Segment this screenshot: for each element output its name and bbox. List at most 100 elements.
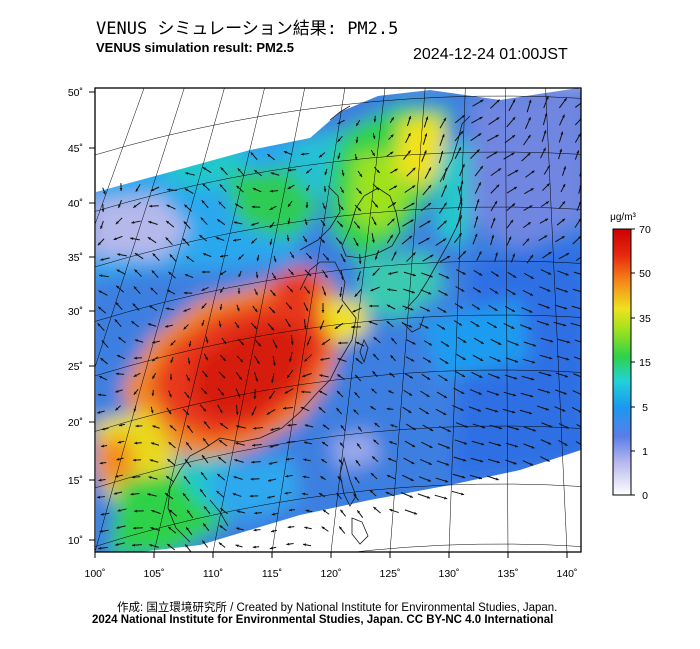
wind-arrow: [237, 254, 245, 260]
wind-arrow: [320, 219, 326, 227]
wind-arrow: [97, 410, 105, 414]
wind-arrow: [470, 149, 480, 159]
wind-arrow: [98, 375, 108, 381]
wind-arrow: [202, 253, 212, 257]
wind-arrow: [201, 454, 209, 464]
wind-arrow: [218, 201, 226, 209]
lon-label: 115˚: [262, 568, 282, 580]
wind-arrow: [419, 306, 431, 312]
wind-arrow: [115, 301, 123, 311]
wind-arrow: [354, 374, 362, 382]
wind-arrow: [119, 183, 123, 191]
wind-arrow: [288, 268, 294, 276]
wind-arrow: [335, 237, 343, 245]
wind-arrow: [507, 169, 519, 177]
wind-arrow: [323, 185, 327, 193]
wind-arrow: [439, 117, 447, 129]
wind-arrow: [255, 271, 259, 279]
wind-arrow: [558, 97, 568, 109]
wind-arrow: [166, 204, 176, 210]
wind-arrow: [505, 442, 519, 448]
wind-arrow: [371, 388, 377, 394]
timestamp: 2024-12-24 01:00JST: [413, 46, 568, 63]
wind-arrow: [386, 304, 396, 310]
wind-arrow: [385, 491, 395, 497]
wind-arrow: [503, 322, 515, 330]
wind-arrow: [453, 232, 463, 244]
wind-arrow: [336, 492, 342, 500]
wind-arrow: [524, 426, 536, 432]
wind-arrow: [538, 235, 548, 241]
wind-arrow: [267, 495, 275, 499]
wind-arrow: [389, 116, 395, 124]
longitude-labels: 100˚ 105˚ 110˚ 115˚ 120˚ 125˚ 130˚ 135˚ …: [84, 568, 577, 580]
wind-arrow: [254, 511, 262, 515]
lon-label: 110˚: [203, 568, 223, 580]
lat-label: 20˚: [68, 417, 83, 429]
wind-arrow: [372, 268, 380, 276]
wind-arrow: [220, 167, 228, 175]
wind-arrow: [152, 425, 160, 429]
wind-arrow: [165, 220, 175, 228]
meridian-line: [389, 88, 426, 552]
wind-arrow: [336, 390, 344, 398]
wind-arrow: [540, 147, 546, 159]
wind-arrow: [200, 217, 208, 225]
wind-arrow: [372, 439, 380, 445]
wind-arrow: [372, 353, 380, 361]
wind-arrow: [219, 303, 223, 311]
wind-arrow: [165, 237, 173, 245]
wind-arrow: [505, 459, 517, 465]
wind-arrow: [250, 151, 258, 161]
wind-arrow: [387, 288, 397, 292]
wind-arrow: [437, 220, 447, 230]
wind-arrow: [318, 406, 326, 414]
wind-arrow: [403, 288, 415, 294]
wind-arrow: [200, 387, 208, 395]
wind-arrow: [236, 304, 240, 312]
wind-arrow: [318, 236, 326, 244]
wind-arrow: [441, 184, 447, 198]
wind-arrow: [201, 540, 209, 548]
wind-arrow: [304, 354, 312, 362]
wind-arrow: [490, 184, 500, 194]
wind-arrow: [371, 455, 379, 463]
wind-arrow: [438, 202, 448, 214]
wind-arrow: [135, 424, 143, 428]
wind-arrow: [301, 390, 311, 394]
wind-arrow: [250, 477, 260, 481]
wind-arrow: [523, 134, 531, 146]
wind-arrow: [321, 526, 329, 532]
wind-arrow: [250, 238, 258, 244]
wind-arrow: [201, 286, 209, 292]
wind-arrow: [573, 373, 581, 378]
wind-arrow: [322, 253, 330, 261]
wind-arrow: [558, 200, 566, 210]
wind-arrow: [302, 475, 310, 479]
wind-arrow: [435, 408, 447, 416]
wind-arrow: [538, 303, 550, 309]
wind-arrow: [235, 371, 243, 381]
wind-arrow: [541, 130, 547, 142]
wind-arrow: [150, 287, 158, 295]
wind-arrow: [420, 390, 430, 398]
wind-arrow: [371, 200, 379, 208]
wind-arrow: [283, 406, 293, 410]
colorbar-tick: 5: [642, 402, 648, 414]
wind-arrow: [253, 426, 263, 430]
wind-arrow: [250, 322, 258, 330]
meridian-line: [448, 88, 466, 552]
wind-arrow: [183, 475, 191, 485]
wind-arrow: [421, 272, 433, 278]
wind-arrow: [116, 525, 126, 529]
wind-arrow: [573, 356, 581, 360]
wind-arrow: [148, 305, 158, 311]
wind-arrow: [542, 183, 550, 191]
wind-arrow: [522, 460, 534, 466]
wind-arrow: [454, 439, 468, 445]
meridian-line: [505, 88, 509, 552]
wind-arrow: [420, 289, 432, 295]
wind-arrow: [151, 389, 155, 397]
wind-arrow: [339, 287, 343, 297]
